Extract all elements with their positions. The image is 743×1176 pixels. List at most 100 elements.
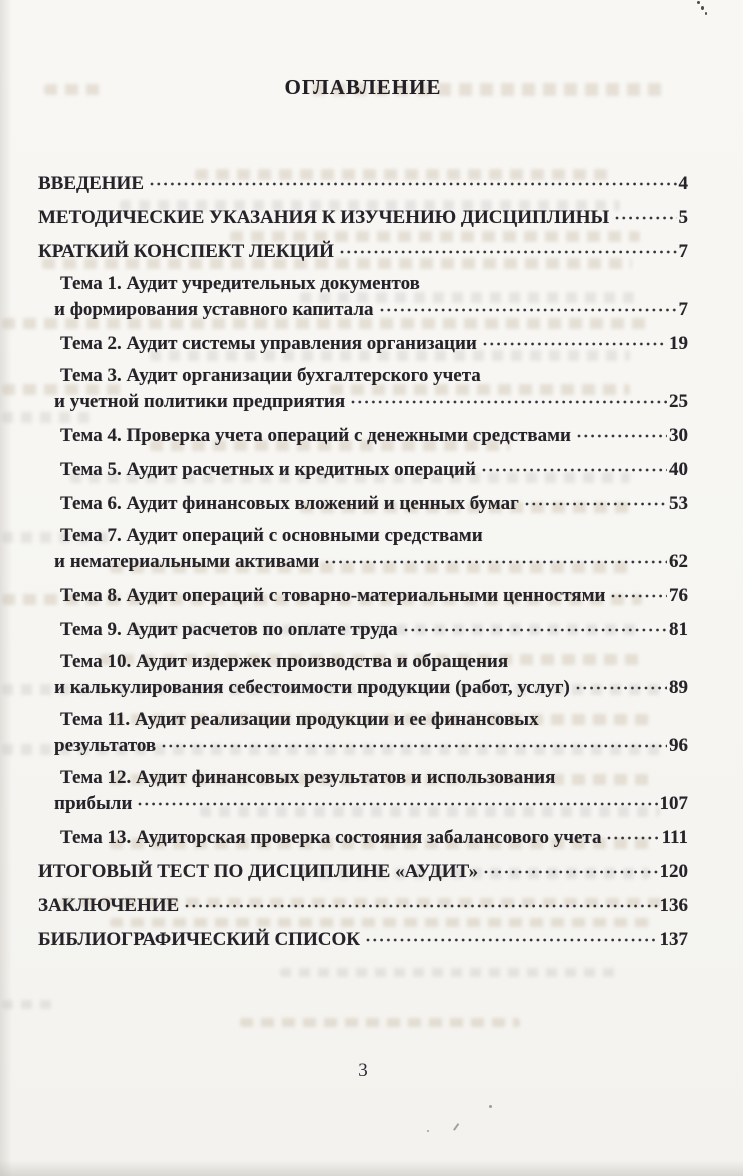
- toc-entry-label: Тема 13. Аудиторская проверка состояния …: [60, 827, 602, 848]
- toc-page-number: 5: [678, 207, 689, 228]
- toc-entry-label: прибыли: [54, 793, 133, 814]
- scan-speck: [427, 1130, 429, 1132]
- toc-page-number: 136: [659, 895, 689, 916]
- toc-entry-label: результатов: [54, 735, 157, 756]
- toc-page-number: 19: [669, 333, 688, 354]
- toc-entry-label: Тема 8. Аудит операций с товарно-материа…: [60, 585, 606, 606]
- dot-leader: [365, 926, 658, 945]
- toc-page-number: 62: [669, 551, 688, 572]
- page-content: ОГЛАВЛЕНИЕ ВВЕДЕНИЕ 4 МЕТОДИЧЕСКИЕ УКАЗАНИ…: [38, 0, 688, 1081]
- dot-leader: [184, 892, 658, 911]
- toc-page-number: 30: [669, 425, 688, 446]
- dot-leader: [481, 330, 667, 349]
- toc-entry-line: Тема 2. Аудит системы управления организ…: [38, 330, 688, 356]
- toc-entry: Тема 5. Аудит расчетных и кредитных опер…: [38, 456, 688, 482]
- dot-leader: [324, 548, 667, 567]
- toc-entry-label: Тема 7. Аудит операций с основными средс…: [60, 525, 483, 546]
- toc-entry-label: и калькулирования себестоимости продукци…: [54, 677, 570, 698]
- bleed-through-artifact: [280, 968, 620, 977]
- toc-entry-line: прибыли 107: [38, 790, 688, 816]
- toc-entry: Тема 13. Аудиторская проверка состояния …: [38, 824, 688, 850]
- toc-entry-label: ВВЕДЕНИЕ: [38, 173, 144, 194]
- toc-entry: МЕТОДИЧЕСКИЕ УКАЗАНИЯ К ИЗУЧЕНИЮ ДИСЦИПЛ…: [38, 204, 688, 230]
- toc-entry: Тема 8. Аудит операций с товарно-материа…: [38, 582, 688, 608]
- toc-entry: ЗАКЛЮЧЕНИЕ 136: [38, 892, 688, 918]
- toc-entry: Тема 4. Проверка учета операций с денежн…: [38, 422, 688, 448]
- toc-page-number: 81: [669, 619, 688, 640]
- dot-leader: [161, 732, 667, 751]
- toc-entry-line: БИБЛИОГРАФИЧЕСКИЙ СПИСОК 137: [38, 926, 688, 952]
- toc-entry-line: результатов 96: [38, 732, 688, 758]
- toc-entry-line: ВВЕДЕНИЕ 4: [38, 170, 688, 196]
- toc-entry-line: Тема 13. Аудиторская проверка состояния …: [38, 824, 688, 850]
- toc-entry: Тема 6. Аудит финансовых вложений и ценн…: [38, 490, 688, 516]
- toc-entry-label: Тема 11. Аудит реализации продукции и ее…: [60, 709, 539, 730]
- toc-entry-line: ИТОГОВЫЙ ТЕСТ ПО ДИСЦИПЛИНЕ «АУДИТ» 120: [38, 858, 688, 884]
- dot-leader: [576, 422, 667, 441]
- toc-entry-label: и формирования уставного капитала: [54, 299, 374, 320]
- toc-page-number: 137: [659, 929, 689, 950]
- toc-page-number: 111: [661, 827, 688, 848]
- toc-entry: Тема 10. Аудит издержек производства и о…: [38, 650, 688, 700]
- toc-entry-line: Тема 7. Аудит операций с основными средс…: [38, 524, 688, 548]
- page-title: ОГЛАВЛЕНИЕ: [284, 75, 442, 99]
- toc-entry: КРАТКИЙ КОНСПЕКТ ЛЕКЦИЙ 7: [38, 238, 688, 264]
- page-edge-shading-left: [0, 0, 12, 1176]
- toc-entry-label: Тема 5. Аудит расчетных и кредитных опер…: [60, 459, 476, 480]
- toc-entry-line: Тема 4. Проверка учета операций с денежн…: [38, 422, 688, 448]
- table-of-contents: ВВЕДЕНИЕ 4 МЕТОДИЧЕСКИЕ УКАЗАНИЯ К ИЗУЧЕНИ…: [38, 170, 688, 952]
- dot-leader: [523, 490, 667, 509]
- dot-leader: [338, 238, 677, 257]
- dot-leader: [614, 204, 677, 223]
- toc-entry: Тема 1. Аудит учредительных документов и …: [38, 272, 688, 322]
- toc-page-number: 120: [659, 861, 689, 882]
- dot-leader: [402, 616, 667, 635]
- toc-entry: Тема 9. Аудит расчетов по оплате труда 81: [38, 616, 688, 642]
- toc-entry-label: БИБЛИОГРАФИЧЕСКИЙ СПИСОК: [38, 929, 361, 950]
- toc-page-number: 40: [669, 459, 688, 480]
- toc-page-number: 76: [669, 585, 688, 606]
- toc-page-number: 96: [669, 735, 688, 756]
- page-edge-shading-bottom: [0, 1160, 743, 1176]
- page-number: 3: [358, 1060, 368, 1081]
- toc-entry-label: Тема 12. Аудит финансовых результатов и …: [60, 767, 556, 788]
- toc-page-number: 53: [669, 493, 688, 514]
- dot-leader: [610, 582, 667, 601]
- toc-entry: Тема 7. Аудит операций с основными средс…: [38, 524, 688, 574]
- ink-mark: [701, 6, 704, 10]
- toc-entry-line: Тема 9. Аудит расчетов по оплате труда 81: [38, 616, 688, 642]
- toc-entry-line: Тема 1. Аудит учредительных документов: [38, 272, 688, 296]
- dot-leader: [483, 858, 658, 877]
- toc-entry-label: Тема 10. Аудит издержек производства и о…: [60, 651, 509, 672]
- dot-leader: [378, 296, 677, 315]
- toc-entry-line: Тема 11. Аудит реализации продукции и ее…: [38, 708, 688, 732]
- toc-entry-line: Тема 5. Аудит расчетных и кредитных опер…: [38, 456, 688, 482]
- toc-entry: ВВЕДЕНИЕ 4: [38, 170, 688, 196]
- toc-entry-label: и нематериальными активами: [54, 551, 320, 572]
- bleed-through-artifact: [2, 1000, 57, 1009]
- toc-entry-label: Тема 1. Аудит учредительных документов: [60, 273, 420, 294]
- toc-entry: БИБЛИОГРАФИЧЕСКИЙ СПИСОК 137: [38, 926, 688, 952]
- toc-entry-label: ИТОГОВЫЙ ТЕСТ ПО ДИСЦИПЛИНЕ «АУДИТ»: [38, 861, 479, 882]
- toc-entry-line: МЕТОДИЧЕСКИЕ УКАЗАНИЯ К ИЗУЧЕНИЮ ДИСЦИПЛ…: [38, 204, 688, 230]
- toc-page-number: 89: [669, 677, 688, 698]
- dot-leader: [606, 824, 660, 843]
- toc-entry-label: Тема 4. Проверка учета операций с денежн…: [60, 425, 572, 446]
- toc-page-number: 4: [678, 173, 689, 194]
- toc-entry-line: и нематериальными активами 62: [38, 548, 688, 574]
- toc-entry: Тема 12. Аудит финансовых результатов и …: [38, 766, 688, 816]
- toc-entry-line: Тема 3. Аудит организации бухгалтерского…: [38, 364, 688, 388]
- toc-entry-line: и учетной политики предприятия 25: [38, 388, 688, 414]
- scan-speck: [453, 1123, 459, 1131]
- dot-leader: [350, 388, 667, 407]
- toc-entry-line: Тема 6. Аудит финансовых вложений и ценн…: [38, 490, 688, 516]
- dot-leader: [149, 170, 677, 189]
- dot-leader: [574, 674, 667, 693]
- ink-mark: [697, 1, 700, 4]
- toc-entry: Тема 2. Аудит системы управления организ…: [38, 330, 688, 356]
- toc-entry-label: Тема 2. Аудит системы управления организ…: [60, 333, 477, 354]
- toc-entry-line: и калькулирования себестоимости продукци…: [38, 674, 688, 700]
- toc-entry-label: МЕТОДИЧЕСКИЕ УКАЗАНИЯ К ИЗУЧЕНИЮ ДИСЦИПЛ…: [38, 207, 610, 228]
- toc-entry-label: Тема 6. Аудит финансовых вложений и ценн…: [60, 493, 519, 514]
